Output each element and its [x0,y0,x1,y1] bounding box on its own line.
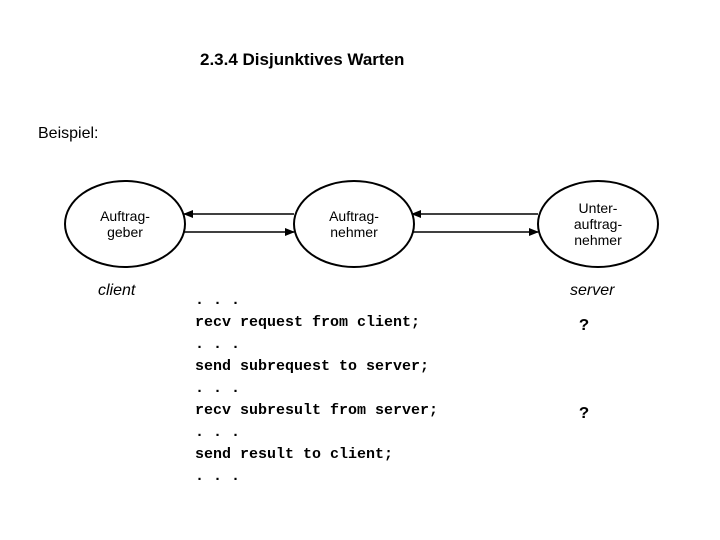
question-mark-1: ? [579,317,589,336]
node-label: Auftrag-geber [100,208,150,240]
node-label: Unter-auftrag-nehmer [574,200,622,248]
node-auftragnehmer: Auftrag-nehmer [293,180,415,268]
node-auftraggeber: Auftrag-geber [64,180,186,268]
node-unterauftragnehmer: Unter-auftrag-nehmer [537,180,659,268]
question-mark-2: ? [579,405,589,424]
section-title: 2.3.4 Disjunktives Warten [200,50,404,70]
role-client: client [98,282,135,300]
node-label: Auftrag-nehmer [329,208,379,240]
page: 2.3.4 Disjunktives Warten Beispiel: Auft… [0,0,720,540]
example-label: Beispiel: [38,125,98,143]
role-server: server [570,282,614,300]
pseudocode: . . . recv request from client; . . . se… [195,290,438,488]
